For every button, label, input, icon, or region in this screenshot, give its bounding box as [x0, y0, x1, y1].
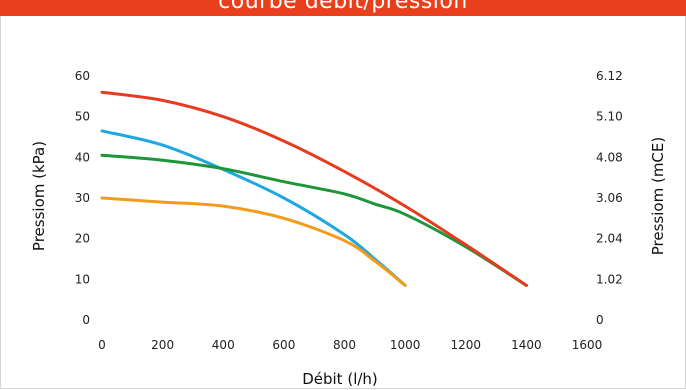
y-tick-label-right: 2.04	[596, 232, 623, 246]
x-tick-label: 1000	[390, 338, 421, 352]
y-tick-label-right: 0	[596, 313, 604, 327]
x-tick-label: 800	[333, 338, 356, 352]
series-line-4	[100, 196, 407, 287]
y-axis-title-left: Pressiom (kPa)	[30, 141, 48, 251]
y-tick-label-left: 0	[82, 313, 90, 327]
y-tick-label-right: 5.10	[596, 110, 623, 124]
x-tick-label: 0	[98, 338, 106, 352]
series-line-3	[100, 153, 528, 287]
y-tick-label-left: 50	[75, 110, 90, 124]
x-tick-label: 1600	[572, 338, 603, 352]
y-tick-label-left: 20	[75, 232, 90, 246]
y-tick-label-right: 4.08	[596, 150, 623, 164]
y-tick-label-left: 30	[75, 191, 90, 205]
y-tick-label-right: 6.12	[596, 69, 623, 83]
y-tick-label-left: 10	[75, 272, 90, 286]
chart-title: courbe débit/pression	[218, 0, 468, 14]
y-tick-label-left: 40	[75, 150, 90, 164]
y-axis-title-right: Pressiom (mCE)	[649, 137, 667, 255]
x-tick-label: 1400	[511, 338, 542, 352]
y-tick-label-right: 1.02	[596, 272, 623, 286]
x-tick-label: 400	[212, 338, 235, 352]
x-tick-label: 1200	[450, 338, 481, 352]
series-line-1	[100, 90, 528, 287]
tick-layer: 0 200 400 600 800 1000 1200 1400 160001020304050…	[75, 69, 623, 352]
title-bar: courbe débit/pression	[0, 0, 686, 16]
series-line-2	[100, 129, 407, 287]
x-axis-title: Débit (l/h)	[302, 370, 378, 388]
x-tick-label: 600	[272, 338, 295, 352]
y-tick-label-right: 3.06	[596, 191, 623, 205]
y-tick-label-left: 60	[75, 69, 90, 83]
series-layer	[100, 90, 528, 287]
x-tick-label: 200	[151, 338, 174, 352]
